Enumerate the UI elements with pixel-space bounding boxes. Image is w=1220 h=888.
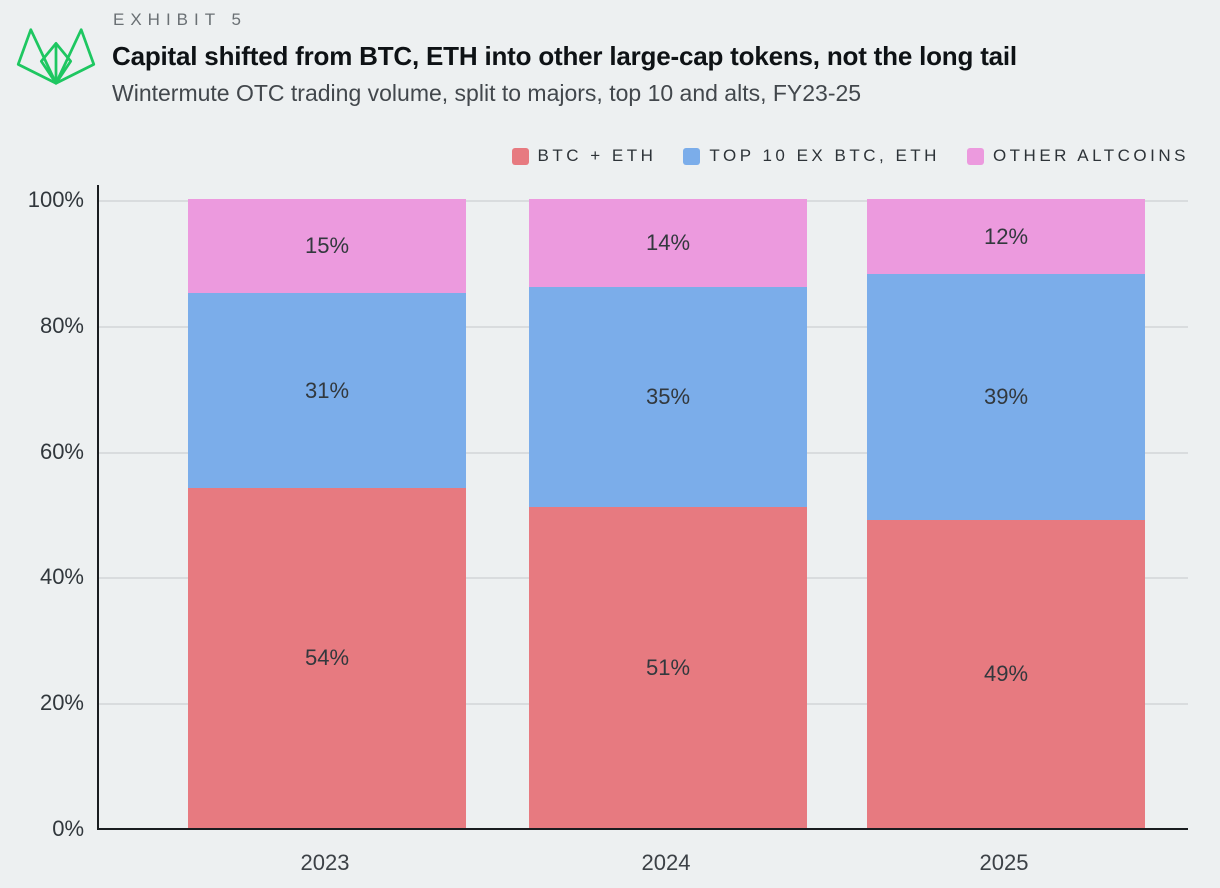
segment-value-label: 31% — [304, 377, 350, 403]
x-axis-tick-2025: 2025 — [979, 850, 1029, 875]
legend-swatch-icon — [966, 147, 984, 165]
bar-segment-2023-other-altcoins: 15% — [188, 199, 466, 294]
bar-segment-2024-other-altcoins: 14% — [529, 199, 807, 288]
y-axis-tick-60: 60% — [39, 438, 84, 464]
bar-segment-2024-top-10-ex-btc-eth: 35% — [529, 287, 807, 508]
x-axis-tick-2024: 2024 — [641, 850, 691, 875]
bar-segment-2023-top-10-ex-btc-eth: 31% — [188, 293, 466, 489]
chart-title: Capital shifted from BTC, ETH into other… — [112, 41, 1017, 71]
exhibit-label: EXHIBIT 5 — [113, 10, 247, 29]
legend-label: BTC + ETH — [537, 146, 657, 165]
legend-swatch-icon — [511, 147, 529, 165]
wintermute-logo-icon — [16, 28, 96, 85]
legend-item-top-10-ex-btc-eth: TOP 10 EX BTC, ETH — [683, 146, 940, 166]
chart-subtitle: Wintermute OTC trading volume, split to … — [112, 80, 862, 106]
segment-value-label: 54% — [304, 645, 350, 671]
legend-label: OTHER ALTCOINS — [992, 146, 1189, 165]
bar-2025: 12% 39% 49% — [867, 199, 1145, 828]
legend-label: TOP 10 EX BTC, ETH — [709, 146, 940, 165]
segment-value-label: 12% — [983, 223, 1029, 249]
legend: BTC + ETH TOP 10 EX BTC, ETH OTHER ALTCOIN… — [511, 146, 1189, 166]
bar-segment-2024-btc-eth: 51% — [529, 507, 807, 828]
y-axis-tick-100: 100% — [27, 187, 84, 212]
segment-value-label: 15% — [304, 233, 350, 259]
legend-item-other-altcoins: OTHER ALTCOINS — [966, 146, 1189, 166]
bar-2023: 15% 31% 54% — [188, 199, 466, 828]
bar-2024: 14% 35% 51% — [529, 199, 807, 828]
bar-segment-2025-top-10-ex-btc-eth: 39% — [867, 274, 1145, 520]
x-axis-tick-2023: 2023 — [300, 850, 350, 875]
legend-item-btc-eth: BTC + ETH — [511, 146, 657, 166]
segment-value-label: 35% — [645, 384, 691, 410]
y-axis-tick-20: 20% — [39, 690, 84, 716]
bar-segment-2023-btc-eth: 54% — [188, 488, 466, 828]
legend-swatch-icon — [683, 147, 701, 165]
segment-value-label: 51% — [645, 654, 691, 680]
bar-segment-2025-btc-eth: 49% — [867, 519, 1145, 828]
y-axis-tick-80: 80% — [39, 312, 84, 338]
y-axis-tick-40: 40% — [39, 564, 84, 590]
segment-value-label: 14% — [645, 230, 691, 256]
y-axis-tick-0: 0% — [52, 816, 84, 841]
segment-value-label: 39% — [983, 384, 1029, 410]
plot-area: 15% 31% 54% 14% 35% 51% 12% 39% 49% — [97, 185, 1188, 830]
bar-segment-2025-other-altcoins: 12% — [867, 199, 1145, 275]
segment-value-label: 49% — [983, 660, 1029, 686]
